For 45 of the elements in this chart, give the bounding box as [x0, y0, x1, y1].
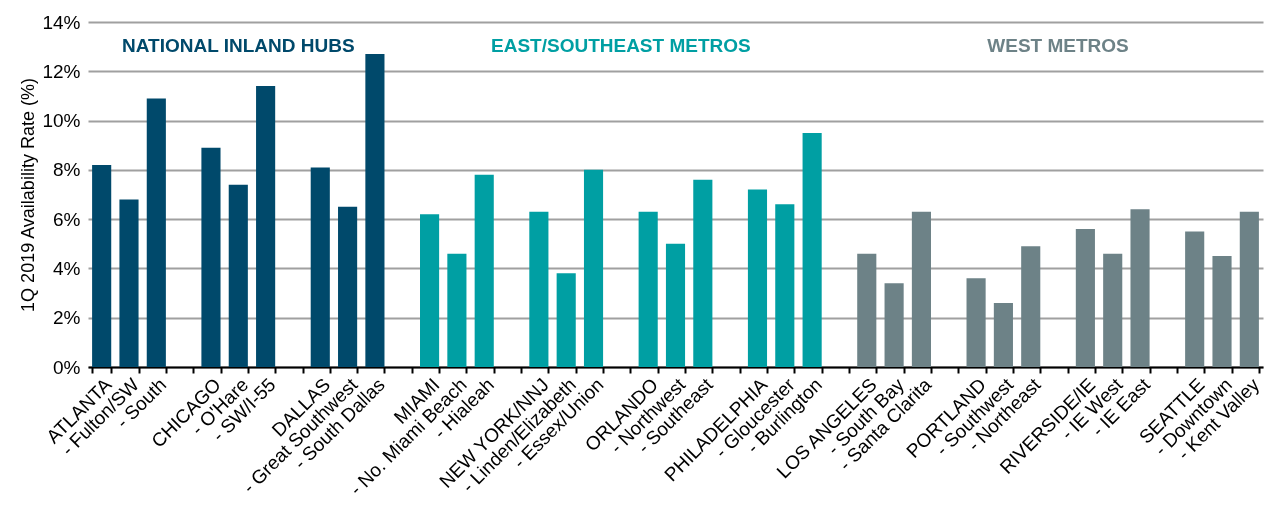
bar	[119, 199, 139, 367]
y-axis-title: 1Q 2019 Availability Rate (%)	[18, 78, 39, 312]
bar	[747, 189, 768, 367]
bar	[638, 211, 658, 367]
bar	[1021, 246, 1041, 367]
bar	[529, 211, 549, 367]
text: WEST METROS	[987, 35, 1129, 56]
y-tick-label: 4%	[53, 257, 81, 279]
bar	[884, 283, 904, 367]
bar	[474, 174, 494, 367]
bar	[583, 169, 604, 367]
bar	[365, 54, 385, 367]
bar	[665, 243, 686, 367]
text: EAST/SOUTHEAST METROS	[491, 35, 751, 56]
bar	[802, 132, 822, 367]
bar	[420, 214, 440, 367]
y-tick-label: 14%	[42, 11, 81, 33]
bar	[1212, 256, 1232, 367]
bar	[1103, 253, 1123, 367]
bar	[1239, 211, 1259, 367]
bar	[92, 164, 112, 367]
bar	[993, 302, 1013, 367]
y-tick-label: 0%	[53, 356, 81, 378]
bar	[228, 184, 248, 367]
bar	[556, 273, 576, 367]
bar	[256, 86, 276, 367]
bar	[693, 179, 713, 367]
bar	[911, 211, 931, 367]
bar	[966, 278, 986, 367]
bar	[146, 98, 166, 367]
series-label: NATIONAL INLAND HUBS	[122, 35, 355, 56]
y-tick-label: 6%	[53, 208, 81, 230]
y-tick-label: 12%	[42, 60, 81, 82]
bar	[447, 253, 467, 367]
bar	[201, 147, 221, 367]
bar	[857, 253, 877, 367]
y-tick-label: 2%	[53, 307, 81, 329]
y-tick-label: 8%	[53, 159, 81, 181]
bar	[1130, 209, 1150, 367]
bar	[1075, 229, 1095, 367]
bar	[310, 167, 330, 367]
bar	[338, 206, 358, 367]
bar	[1185, 231, 1205, 367]
bar	[775, 204, 795, 367]
y-tick-label: 10%	[42, 110, 81, 132]
